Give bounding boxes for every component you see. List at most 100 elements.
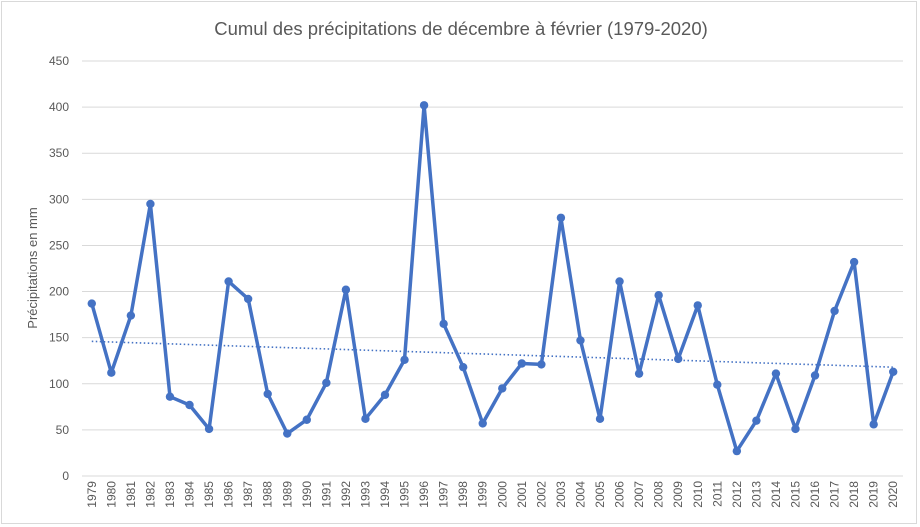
y-tick-label: 450 <box>49 54 69 68</box>
x-tick-label: 2015 <box>788 481 802 508</box>
y-tick-label: 50 <box>56 423 70 437</box>
x-tick-label: 2013 <box>749 481 763 508</box>
x-tick-label: 2018 <box>847 481 861 508</box>
x-tick-label: 1981 <box>124 481 138 508</box>
x-tick-label: 2001 <box>515 481 529 508</box>
y-tick-label: 300 <box>49 192 69 206</box>
x-tick-label: 1980 <box>104 481 118 508</box>
x-tick-label: 1991 <box>319 481 333 508</box>
series-line <box>90 103 895 453</box>
y-tick-label: 350 <box>49 146 69 160</box>
x-tick-label: 1983 <box>163 481 177 508</box>
chart-title: Cumul des précipitations de décembre à f… <box>214 18 708 39</box>
data-point <box>517 359 527 368</box>
x-tick-label: 1997 <box>437 481 451 508</box>
data-point <box>732 446 742 456</box>
data-point <box>126 311 136 320</box>
data-point <box>537 360 546 369</box>
data-point <box>107 368 116 377</box>
x-tick-label: 1988 <box>261 481 275 508</box>
y-axis-label: Précipitations en mm <box>25 207 40 328</box>
data-point <box>263 389 272 399</box>
data-point <box>361 414 370 424</box>
data-point <box>341 285 351 294</box>
data-point <box>595 414 605 424</box>
data-point <box>185 400 194 410</box>
data-point <box>400 355 409 364</box>
x-tick-label: 1985 <box>202 481 216 508</box>
data-point <box>634 369 644 378</box>
gridlines <box>82 60 903 477</box>
x-tick-label: 2004 <box>573 481 587 508</box>
data-point <box>458 362 468 372</box>
x-tick-label: 2014 <box>769 481 783 508</box>
x-tick-label: 1979 <box>85 481 99 508</box>
x-tick-label: 2008 <box>652 481 666 508</box>
data-point <box>302 415 311 424</box>
data-point <box>439 319 448 329</box>
x-tick-label: 1998 <box>456 481 470 508</box>
data-point <box>654 291 663 300</box>
x-tick-label: 2019 <box>867 481 881 508</box>
data-point <box>165 392 175 401</box>
data-point <box>243 294 253 304</box>
data-point <box>849 257 859 267</box>
y-tick-label: 150 <box>49 331 69 345</box>
data-point <box>419 101 429 110</box>
data-point <box>87 299 96 308</box>
data-point <box>224 277 233 286</box>
data-point <box>576 336 585 345</box>
x-tick-label: 1999 <box>476 481 490 508</box>
x-tick-label: 2002 <box>534 481 548 508</box>
x-tick-label: 1995 <box>398 481 412 508</box>
x-tick-label: 1996 <box>417 481 431 508</box>
y-tick-label: 250 <box>49 238 69 252</box>
x-tick-label: 2012 <box>730 481 744 508</box>
x-tick-label: 1993 <box>358 481 372 508</box>
x-tick-label: 1982 <box>143 481 157 508</box>
x-tick-label: 2003 <box>554 481 568 508</box>
x-tick-label: 2005 <box>593 481 607 508</box>
y-tick-label: 100 <box>49 377 69 391</box>
data-point <box>752 416 761 425</box>
data-point <box>322 378 331 388</box>
data-point <box>615 277 624 286</box>
x-tick-label: 2009 <box>671 481 685 508</box>
data-point <box>810 371 820 380</box>
data-point <box>693 301 702 310</box>
series-group <box>87 101 898 456</box>
x-tick-label: 1987 <box>241 481 255 508</box>
x-tick-labels: 1979 1980 1981 1982 1983 1984 1985 1986 1987 1988… <box>85 481 900 508</box>
data-point <box>146 199 155 209</box>
y-tick-label: 200 <box>49 285 69 299</box>
data-point <box>830 306 839 316</box>
data-point <box>478 419 487 428</box>
data-point <box>674 354 683 364</box>
data-point <box>791 424 800 434</box>
x-tick-label: 1994 <box>378 481 392 508</box>
x-tick-label: 2016 <box>808 481 822 508</box>
y-tick-label: 400 <box>49 100 69 114</box>
trendline-group <box>91 340 894 368</box>
x-tick-label: 2007 <box>632 481 646 508</box>
x-tick-label: 1989 <box>280 481 294 508</box>
data-point <box>889 367 898 376</box>
x-tick-label: 1984 <box>183 481 197 508</box>
x-tick-label: 2020 <box>886 481 900 508</box>
x-tick-label: 1992 <box>339 481 353 508</box>
data-point <box>869 420 878 429</box>
data-point <box>283 429 292 438</box>
data-point <box>771 369 781 378</box>
x-tick-label: 2017 <box>828 481 842 508</box>
y-tick-labels: 0 50 100 150 200 250 300 350 400 450 <box>49 54 69 483</box>
data-point <box>204 424 214 434</box>
x-tick-label: 2010 <box>691 481 705 508</box>
x-tick-label: 1986 <box>222 481 236 508</box>
x-tick-label: 1990 <box>300 481 314 508</box>
trendline <box>91 340 894 368</box>
y-tick-label: 0 <box>62 469 69 483</box>
x-tick-label: 2006 <box>613 481 627 508</box>
x-tick-label: 2011 <box>710 481 724 507</box>
data-point <box>556 213 566 222</box>
